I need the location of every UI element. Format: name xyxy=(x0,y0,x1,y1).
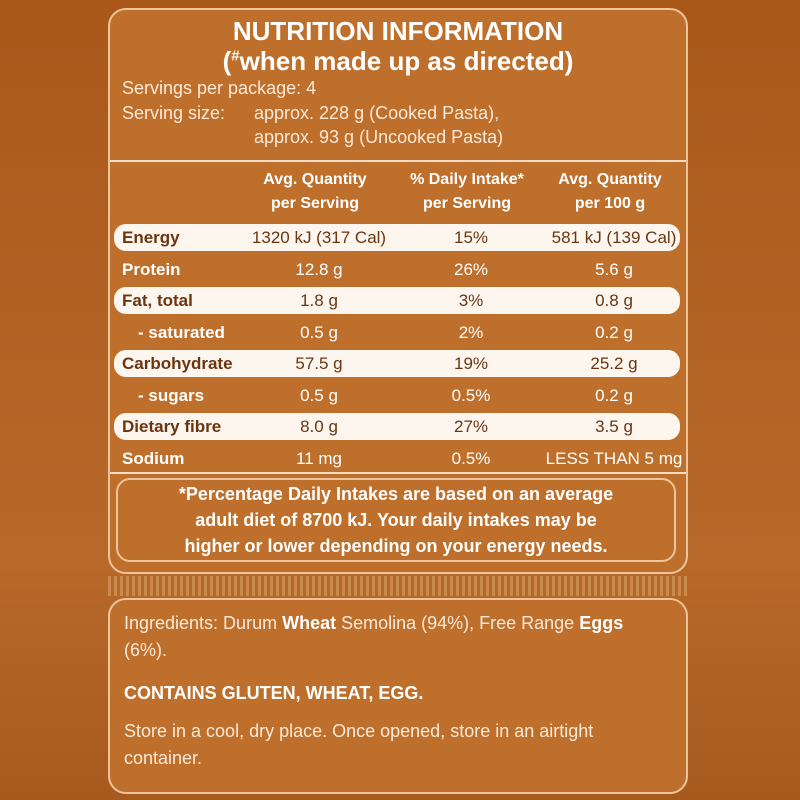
texture-strip xyxy=(108,576,688,596)
table-row: Carbohydrate 57.5 g 19% 25.2 g xyxy=(114,350,680,377)
nutrient-name: Energy xyxy=(122,228,180,247)
allergens: CONTAINS GLUTEN, WHEAT, EGG. xyxy=(124,683,424,703)
nutrient-value: 3% xyxy=(458,291,484,310)
nutrient-value: 15% xyxy=(453,228,489,247)
column-header: per Serving xyxy=(422,195,512,212)
ingredient-text: Wheat xyxy=(282,613,337,633)
table-row: - sugars 0.5 g 0.5% 0.2 g xyxy=(114,382,680,409)
nutrient-name: - saturated xyxy=(138,322,225,342)
nutrient-value: 3.5 g xyxy=(595,417,633,436)
subtitle-mark: # xyxy=(231,47,240,65)
nutrient-value: 11 mg xyxy=(296,448,342,468)
nutrient-name: - sugars xyxy=(138,385,205,405)
nutrient-value: 57.5 g xyxy=(295,354,343,373)
ingredient-text: Semolina (94%), Free Range xyxy=(336,613,580,633)
table-row: - saturated 0.5 g 2% 0.2 g xyxy=(114,319,680,346)
nutrient-value: 25.2 g xyxy=(590,354,638,373)
ingredients-panel: Ingredients: Durum Wheat Semolina (94%),… xyxy=(108,598,688,794)
column-header: per Serving xyxy=(270,195,360,212)
nutrient-value: LESS THAN 5 mg xyxy=(545,448,683,468)
nutrition-panel: NUTRITION INFORMATION (#when made up as … xyxy=(108,8,688,574)
nutrient-value: 27% xyxy=(453,417,489,436)
nutrient-value: 1320 kJ (317 Cal) xyxy=(251,228,387,247)
nutrient-name: Dietary fibre xyxy=(122,417,222,436)
nutrient-name: Protein xyxy=(122,259,181,279)
nutrient-name: Fat, total xyxy=(122,291,193,310)
footnote-line: *Percentage Daily Intakes are based on a… xyxy=(178,484,614,504)
subtitle-rest: when made up as directed) xyxy=(239,46,574,76)
serving-size-label: Serving size: xyxy=(122,103,226,123)
column-header: Avg. Quantity xyxy=(263,171,367,188)
divider xyxy=(110,472,686,474)
nutrient-value: 0.5% xyxy=(451,385,491,405)
nutrient-value: 19% xyxy=(453,354,489,373)
nutrient-value: 5.6 g xyxy=(595,259,633,279)
nutrient-value: 0.5% xyxy=(451,448,491,468)
nutrient-value: 0.2 g xyxy=(595,385,633,405)
footnote-box: *Percentage Daily Intakes are based on a… xyxy=(116,478,676,562)
nutrient-value: 1.8 g xyxy=(300,291,338,310)
serving-size-line: approx. 93 g (Uncooked Pasta) xyxy=(254,127,504,147)
nutrient-value: 12.8 g xyxy=(295,259,343,279)
footnote-line: adult diet of 8700 kJ. Your daily intake… xyxy=(195,510,597,530)
subtitle: (#when made up as directed) xyxy=(110,46,686,77)
ingredient-text: (6%). xyxy=(124,640,168,660)
divider xyxy=(110,160,686,162)
footnote-line: higher or lower depending on your energy… xyxy=(184,536,608,556)
servings: Servings per package: 4 xyxy=(122,78,317,98)
nutrient-value: 26% xyxy=(453,259,489,279)
table-row: Dietary fibre 8.0 g 27% 3.5 g xyxy=(114,413,680,440)
nutrient-name: Sodium xyxy=(122,448,185,468)
ingredient-text: Ingredients: Durum xyxy=(124,613,283,633)
table-row: Sodium 11 mg 0.5% LESS THAN 5 mg xyxy=(114,445,682,472)
ingredients: Ingredients: Durum Wheat Semolina (94%),… xyxy=(124,610,669,664)
nutrient-value: 0.2 g xyxy=(595,322,633,342)
table-row: Protein 12.8 g 26% 5.6 g xyxy=(114,256,680,283)
ingredient-text: Eggs xyxy=(579,613,624,633)
table-row: Fat, total 1.8 g 3% 0.8 g xyxy=(114,287,680,314)
subtitle-open: ( xyxy=(222,46,232,76)
serving-size-line: approx. 228 g (Cooked Pasta), xyxy=(254,103,500,123)
table-row: Energy 1320 kJ (317 Cal) 15% 581 kJ (139 Ca… xyxy=(114,224,680,251)
title: NUTRITION INFORMATION xyxy=(232,16,564,46)
nutrient-name: Carbohydrate xyxy=(122,354,233,373)
nutrient-value: 0.5 g xyxy=(300,322,338,342)
nutrient-value: 0.5 g xyxy=(300,385,338,405)
column-header: per 100 g xyxy=(574,195,646,212)
column-header: Avg. Quantity xyxy=(558,171,662,188)
storage: Store in a cool, dry place. Once opened,… xyxy=(124,721,594,768)
nutrient-value: 8.0 g xyxy=(300,417,338,436)
nutrient-value: 581 kJ (139 Cal) xyxy=(551,228,677,247)
column-header: % Daily Intake* xyxy=(410,171,524,188)
nutrient-value: 2% xyxy=(458,322,484,342)
nutrient-value: 0.8 g xyxy=(595,291,633,310)
